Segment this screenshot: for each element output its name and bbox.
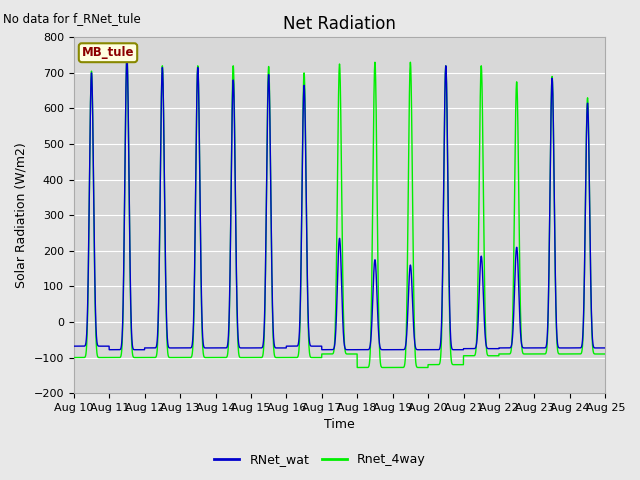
Legend: RNet_wat, Rnet_4way: RNet_wat, Rnet_4way <box>209 448 431 471</box>
X-axis label: Time: Time <box>324 419 355 432</box>
Title: Net Radiation: Net Radiation <box>283 15 396 33</box>
Text: No data for f_RNet_tule: No data for f_RNet_tule <box>3 12 141 25</box>
Text: MB_tule: MB_tule <box>82 46 134 59</box>
Y-axis label: Solar Radiation (W/m2): Solar Radiation (W/m2) <box>15 143 28 288</box>
